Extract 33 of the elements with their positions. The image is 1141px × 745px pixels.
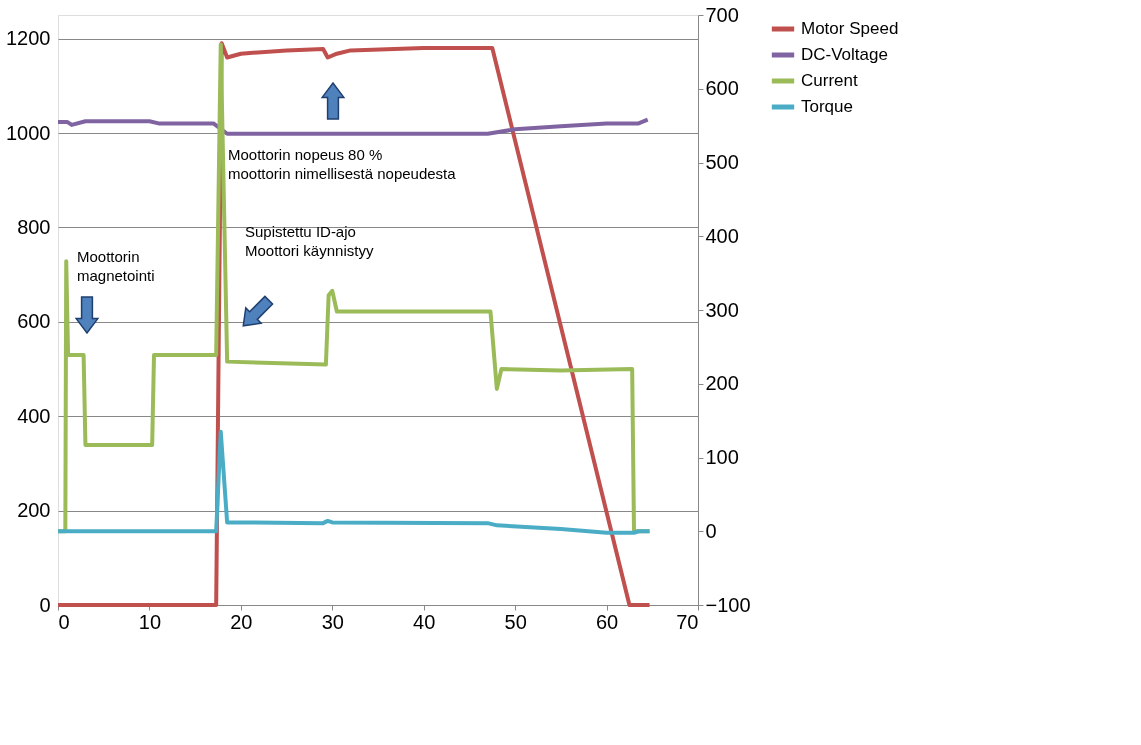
y-tick-label: 1200 — [6, 27, 51, 50]
legend-label: Motor Speed — [801, 19, 899, 38]
legend-label: DC-Voltage — [801, 45, 888, 64]
x-tick-label: 50 — [504, 610, 527, 633]
x-tick-label: 0 — [58, 610, 70, 633]
y-tick-label: 600 — [17, 310, 51, 333]
y2-tick-label: 600 — [705, 77, 739, 100]
annotation: Supistettu ID-ajo Moottori käynnistyy — [245, 223, 374, 259]
y2-tick-label: 0 — [705, 519, 717, 542]
y-tick-label: 400 — [17, 404, 51, 427]
y-tick-label: 200 — [17, 499, 51, 522]
y2-tick-label: −100 — [705, 593, 751, 616]
x-tick-label: 60 — [595, 610, 619, 633]
x-tick-label: 30 — [321, 610, 344, 633]
y2-tick-label: 300 — [705, 298, 739, 321]
annotation: Moottorin magnetointi — [77, 248, 155, 284]
line-series — [56, 117, 650, 136]
legend-label: Torque — [801, 97, 853, 116]
y-tick-label: 800 — [17, 215, 51, 238]
legend-label: Current — [801, 71, 858, 90]
y2-tick-label: 400 — [705, 224, 739, 247]
x-tick-label: 40 — [413, 610, 436, 633]
y-tick-label: 0 — [39, 593, 51, 616]
y2-tick-label: 200 — [705, 372, 739, 395]
x-tick-label: 70 — [676, 610, 699, 633]
x-tick-label: 10 — [138, 610, 162, 633]
y2-tick-label: 100 — [705, 446, 739, 468]
y2-tick-label: 700 — [705, 3, 739, 26]
y-tick-label: 1000 — [6, 121, 51, 144]
y2-tick-label: 500 — [705, 151, 739, 173]
annotation: Moottorin nopeus 80 % moottorin nimellisestä nopeudesta — [228, 146, 457, 182]
line-series — [56, 429, 652, 535]
x-tick-label: 20 — [230, 610, 253, 633]
